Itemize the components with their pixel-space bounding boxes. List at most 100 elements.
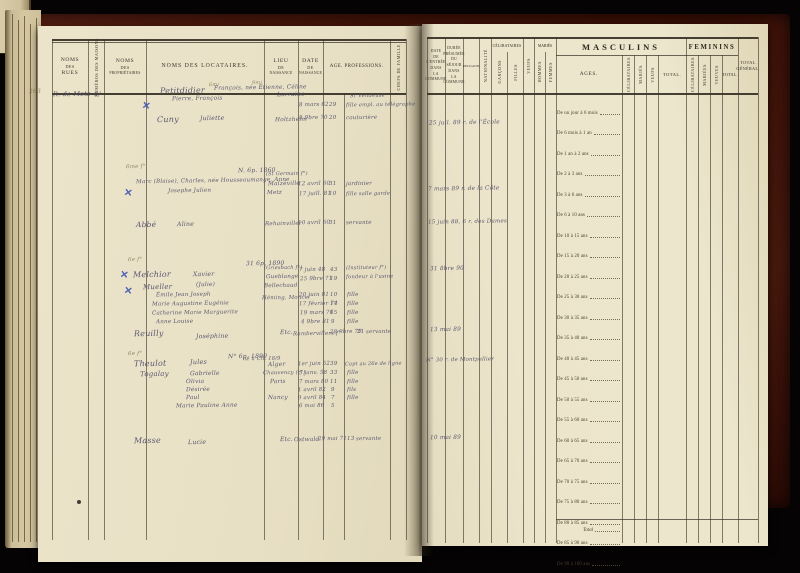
handwriting-entry: 31 8bre 90 xyxy=(429,265,465,273)
group-header-feminins: FEMININS xyxy=(686,39,738,55)
handwriting-entry: Rehainviller xyxy=(264,220,302,228)
header-line: NAISSANCE xyxy=(298,70,323,75)
header-line: VEUVES xyxy=(713,64,719,85)
handwriting-entry: 15 xyxy=(329,309,338,317)
handwriting-entry: Gabrielle xyxy=(189,369,220,378)
handwriting-entry: (Julie) xyxy=(195,281,216,289)
handwriting-entry: 10 xyxy=(329,291,338,299)
handwriting-entry: fille xyxy=(346,378,359,386)
grid-line xyxy=(534,37,535,543)
handwriting-entry: 25 juil. 89 r. de l'École xyxy=(428,119,500,127)
grid-line xyxy=(427,93,758,95)
header-line: VEUFS xyxy=(526,58,531,74)
handwriting-entry: 9 xyxy=(330,318,335,326)
handwriting-entry: 21 xyxy=(356,328,365,336)
group-header-celibataires: CÉLIBATAIRES xyxy=(491,39,523,52)
grid-line xyxy=(722,55,723,543)
dotted-leader xyxy=(599,113,620,115)
header-line: AGES. xyxy=(579,72,599,77)
age-band-label: De 10 à 15 ans xyxy=(557,233,588,239)
handwriting-entry: 7 mars 80 xyxy=(298,378,329,386)
age-band-label: De 35 à 40 ans xyxy=(557,336,588,341)
age-band-row: De 80 à 85 ans xyxy=(557,508,621,529)
header-line: DATE xyxy=(430,48,442,53)
handwriting-entry: Gueblange xyxy=(265,273,299,281)
header-line: TOTAL xyxy=(740,60,756,66)
group-header-maries: MARIÉS xyxy=(534,39,556,52)
header-line: PROPRIÉTAIRES xyxy=(109,70,141,75)
grid-line xyxy=(146,39,147,540)
grid-line xyxy=(390,39,391,540)
handwriting-entry: Bellechaud xyxy=(263,282,298,290)
handwriting-entry: 43 xyxy=(329,266,338,274)
handwriting-entry: Josephe Julien xyxy=(167,187,212,195)
header-line: MARIÉS xyxy=(637,65,643,84)
handwriting-entry: 6 mai 86 xyxy=(298,402,325,410)
grid-line xyxy=(738,37,739,543)
handwriting-entry: Xavier xyxy=(192,270,215,279)
header-line: GARÇONS xyxy=(496,60,502,84)
handwriting-entry: Anne Louise xyxy=(155,318,194,326)
header-line: LIEU xyxy=(273,57,289,64)
age-band-label: De 6 mois à 1 an xyxy=(557,131,592,136)
grid-line xyxy=(634,55,635,543)
handwriting-entry: 6/ xyxy=(93,89,101,99)
age-band-row: De 20 à 25 ans xyxy=(557,262,621,283)
handwriting-entry: R. de Metz xyxy=(52,89,91,99)
handwriting-entry: Paul xyxy=(185,394,200,402)
age-band-label: De 70 à 75 ans xyxy=(557,479,588,485)
age-band-row: De 30 à 35 ans xyxy=(557,303,621,324)
age-band-row: De 50 à 55 ans xyxy=(557,385,621,406)
header-line: DES xyxy=(65,64,75,70)
grid-line xyxy=(646,55,647,543)
handwriting-entry: 4 9bre 81 xyxy=(300,318,330,326)
handwriting-entry: 10 xyxy=(328,190,337,198)
grid-line xyxy=(264,39,265,540)
header-line: NOMS xyxy=(115,57,135,64)
subcol-header-femmes: FEMMES xyxy=(545,52,556,92)
subcol-header-garcons: GARÇONS xyxy=(491,52,507,92)
header-line: LA COMMUNE xyxy=(425,71,447,82)
handwriting-entry: 19 mars 76 xyxy=(299,309,334,317)
handwriting-entry: fille xyxy=(346,309,359,317)
subcol-header-fem-celibataires: CÉLIBATAIRES xyxy=(686,56,698,93)
header-line: NAISSANCE xyxy=(269,70,293,75)
age-band-label: De 6 à 10 ans xyxy=(557,213,586,218)
dotted-leader xyxy=(584,195,620,197)
header-line: VEUFS xyxy=(649,66,655,83)
handwriting-entry: 6e f° xyxy=(127,350,143,358)
handwriting-entry: Alger xyxy=(267,360,286,369)
age-band-row: De 65 à 70 ans xyxy=(557,447,621,468)
handwriting-entry: fils xyxy=(346,386,357,394)
handwriting-entry: 6e f° xyxy=(127,256,143,264)
age-band-row: De 25 à 30 ans xyxy=(557,283,621,304)
ink-blot xyxy=(77,500,81,504)
header-line: FEMININS xyxy=(688,43,736,51)
dotted-leader xyxy=(590,154,620,156)
col-header-lieu-naissance: LIEU DE NAISSANCE xyxy=(264,43,298,91)
subcol-header-hommes: HOMMES xyxy=(534,52,545,92)
age-band-label: De 40 à 45 ans xyxy=(557,356,588,362)
subcol-header-fem-mariees: MARIÉES xyxy=(698,56,710,93)
header-line: GÉNÉRAL. xyxy=(736,66,760,71)
subcol-header-masc-maries: MARIÉS xyxy=(634,56,646,93)
age-band-row: De 35 à 40 ans xyxy=(557,324,621,345)
age-band-label: De 3 à 6 ans xyxy=(557,192,583,198)
handwriting-entry: ✕ xyxy=(123,285,134,298)
handwriting-entry: Cuny xyxy=(156,114,179,125)
age-band-row: De 6 mois à 1 an xyxy=(557,119,621,140)
age-band-label: De 15 à 20 ans xyxy=(557,254,588,259)
handwriting-entry: Abbé xyxy=(135,219,157,230)
age-band-row: De 40 à 45 ans xyxy=(557,344,621,365)
grid-line xyxy=(52,93,406,95)
header-line: TOTAL. xyxy=(722,72,738,77)
handwriting-entry: 33 xyxy=(329,369,338,377)
header-line: DES xyxy=(120,65,130,71)
col-header-proprietaires: NOMS DES PROPRIÉTAIRES xyxy=(104,43,146,91)
dotted-leader xyxy=(589,421,620,422)
handwriting-entry: 17 xyxy=(329,300,338,308)
handwriting-entry: Paris xyxy=(269,378,286,386)
handwriting-entry: Désirée xyxy=(185,386,210,394)
age-band-label: De 65 à 70 ans xyxy=(557,459,588,464)
handwriting-entry: 31 xyxy=(328,180,337,188)
